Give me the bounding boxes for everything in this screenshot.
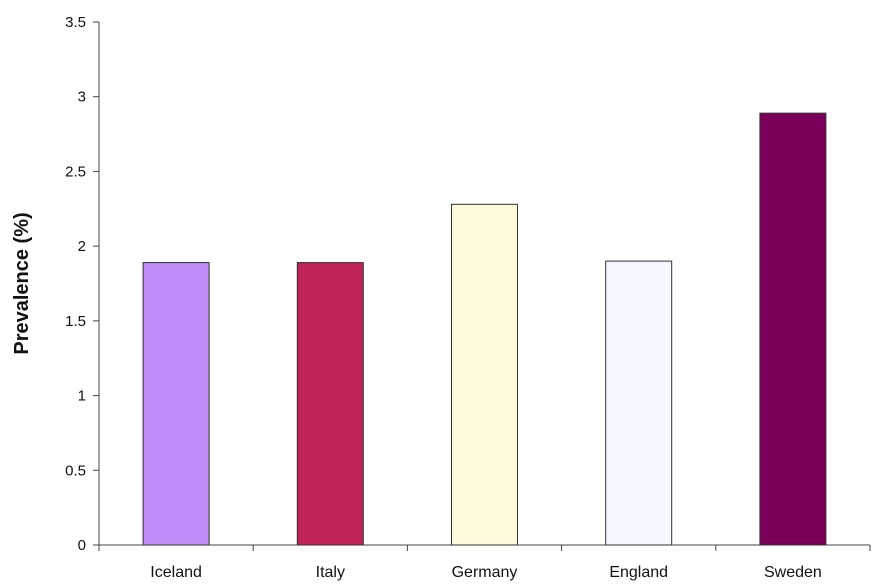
x-category-label: Germany xyxy=(452,564,518,581)
bar-iceland xyxy=(142,262,210,546)
y-tick-label: 1.5 xyxy=(65,313,86,330)
bar-italy xyxy=(296,262,364,546)
bar-england xyxy=(605,260,673,546)
bar-sweden xyxy=(759,112,827,546)
x-category-label: England xyxy=(609,564,668,581)
x-category-label: Sweden xyxy=(764,564,822,581)
bar-germany xyxy=(451,203,518,546)
x-category-label: Italy xyxy=(316,564,345,581)
category-labels: Iceland Italy Germany England Sweden xyxy=(150,564,822,581)
y-axis-title: Prevalence (%) xyxy=(11,212,33,354)
y-tick-label: 0.5 xyxy=(65,462,86,479)
y-tick-label: 3.5 xyxy=(65,14,86,31)
y-tick-label: 0 xyxy=(78,537,86,554)
y-tick-label: 3 xyxy=(78,89,86,106)
bars xyxy=(142,112,827,546)
x-axis xyxy=(98,544,871,551)
y-axis: 0 0.5 1 1.5 2 2.5 3 3.5 xyxy=(65,14,100,554)
y-tick-label: 2.5 xyxy=(65,163,86,180)
y-tick-label: 2 xyxy=(78,238,86,255)
x-category-label: Iceland xyxy=(150,564,202,581)
y-tick-label: 1 xyxy=(78,388,86,405)
